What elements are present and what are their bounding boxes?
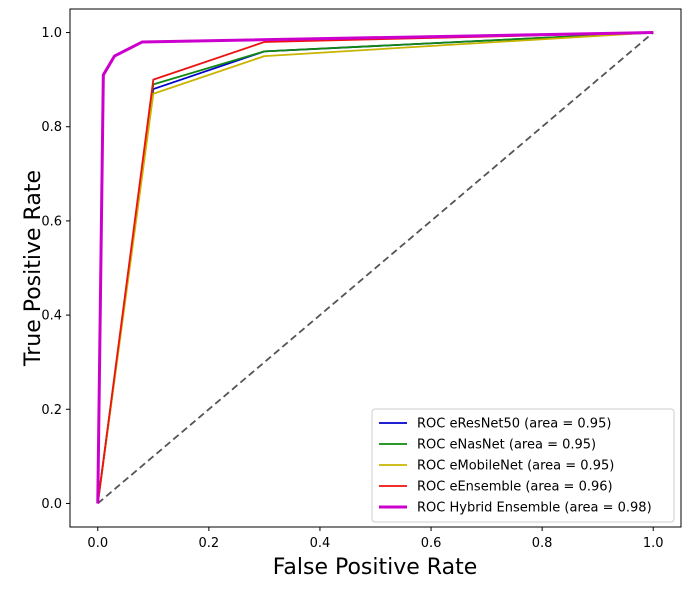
legend-label-3: ROC eEnsemble (area = 0.96) [417, 480, 613, 495]
x-tick-label: 1.0 [643, 536, 664, 551]
y-tick-label: 0.0 [41, 497, 62, 512]
y-axis-title: True Positive Rate [21, 170, 46, 367]
y-tick-label: 0.2 [41, 403, 62, 418]
x-axis-title: False Positive Rate [273, 555, 477, 580]
diagonal-reference-line [97, 31, 654, 505]
x-tick-label: 0.2 [199, 536, 220, 551]
legend-label-0: ROC eResNet50 (area = 0.95) [417, 417, 611, 432]
x-tick-label: 0.6 [421, 536, 442, 551]
x-tick-label: 0.4 [310, 536, 331, 551]
y-tick-label: 0.8 [41, 120, 62, 135]
series-line-2 [96, 31, 654, 504]
legend-label-4: ROC Hybrid Ensemble (area = 0.98) [417, 501, 652, 516]
plot-frame [69, 8, 682, 528]
y-tick-label: 0.4 [41, 309, 62, 324]
y-tick-label: 0.6 [41, 214, 62, 229]
series-line-4 [96, 31, 654, 504]
x-tick-label: 0.0 [87, 536, 108, 551]
y-tick-label: 1.0 [41, 26, 62, 41]
legend-label-1: ROC eNasNet (area = 0.95) [417, 438, 596, 453]
x-tick-label: 0.8 [532, 536, 553, 551]
legend-box [371, 408, 675, 523]
legend-label-2: ROC eMobileNet (area = 0.95) [417, 459, 614, 474]
